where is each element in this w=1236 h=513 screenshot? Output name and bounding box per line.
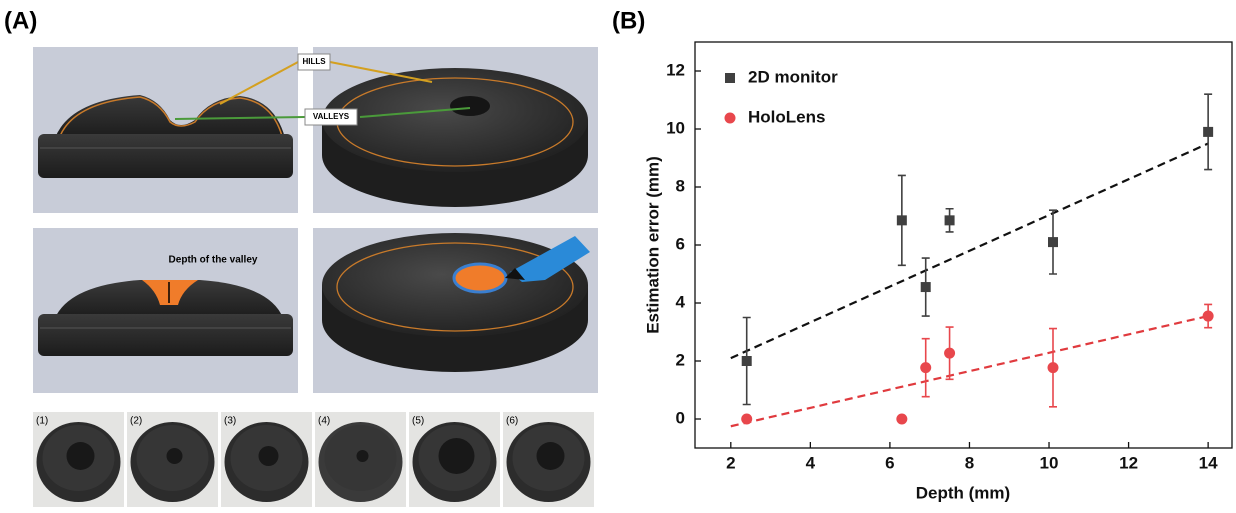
illustration-side xyxy=(33,47,298,213)
legend-label: HoloLens xyxy=(748,107,825,126)
y-tick-label: 0 xyxy=(676,408,685,427)
photo-label: (5) xyxy=(412,416,424,427)
photo-label: (3) xyxy=(224,416,236,427)
callout: VALLEYS xyxy=(313,112,350,121)
illustration-marker xyxy=(313,228,598,393)
panel-label: (B) xyxy=(612,7,645,34)
plot-frame xyxy=(695,42,1232,448)
point xyxy=(944,348,955,359)
point xyxy=(742,356,752,366)
trend-line xyxy=(731,316,1208,426)
y-tick-label: 12 xyxy=(666,60,685,79)
photo-hole xyxy=(439,438,475,474)
y-tick-label: 6 xyxy=(676,234,685,253)
trend-line xyxy=(731,144,1208,359)
legend-label: 2D monitor xyxy=(748,67,838,86)
point xyxy=(741,414,752,425)
legend-marker xyxy=(725,113,736,124)
x-tick-label: 14 xyxy=(1199,453,1218,472)
photo-hole xyxy=(167,448,183,464)
point xyxy=(1048,362,1059,373)
panel-label: (A) xyxy=(4,7,37,34)
photo-label: (2) xyxy=(130,416,142,427)
y-tick-label: 10 xyxy=(666,118,685,137)
photo-label: (6) xyxy=(506,416,518,427)
point xyxy=(921,282,931,292)
illustration-depth xyxy=(33,228,298,393)
point xyxy=(945,215,955,225)
photo-label: (4) xyxy=(318,416,330,427)
x-tick-label: 8 xyxy=(965,453,974,472)
callout: HILLS xyxy=(302,57,326,66)
point xyxy=(920,362,931,373)
point xyxy=(897,215,907,225)
point xyxy=(1203,311,1214,322)
x-tick-label: 4 xyxy=(806,453,816,472)
x-tick-label: 2 xyxy=(726,453,735,472)
photo-label: (1) xyxy=(36,416,48,427)
figure: (A) HILLS VALLEYS Depth of the valley xyxy=(0,0,1236,508)
y-tick-label: 8 xyxy=(676,176,685,195)
photo-strip: (1) (2) (3) (4) (5) (6) xyxy=(33,412,594,507)
point xyxy=(896,414,907,425)
y-axis-label: Estimation error (mm) xyxy=(643,156,662,334)
x-tick-label: 10 xyxy=(1040,453,1059,472)
photo-hole xyxy=(537,442,565,470)
callout: Depth of the valley xyxy=(169,255,258,266)
point xyxy=(1048,237,1058,247)
x-tick-label: 12 xyxy=(1119,453,1138,472)
x-tick-label: 6 xyxy=(885,453,894,472)
y-tick-label: 2 xyxy=(676,350,685,369)
x-axis-label: Depth (mm) xyxy=(916,483,1010,502)
legend-marker xyxy=(725,73,735,83)
point xyxy=(1203,127,1213,137)
plot: 2 4 6 8 10 12 14 0 2 4 6 8 10 12 2D monitor HoloLens xyxy=(666,60,1218,472)
photo-hole xyxy=(67,442,95,470)
y-tick-label: 4 xyxy=(676,292,686,311)
illustration-top xyxy=(313,47,598,213)
photo-hole xyxy=(357,450,369,462)
photo-hole xyxy=(259,446,279,466)
